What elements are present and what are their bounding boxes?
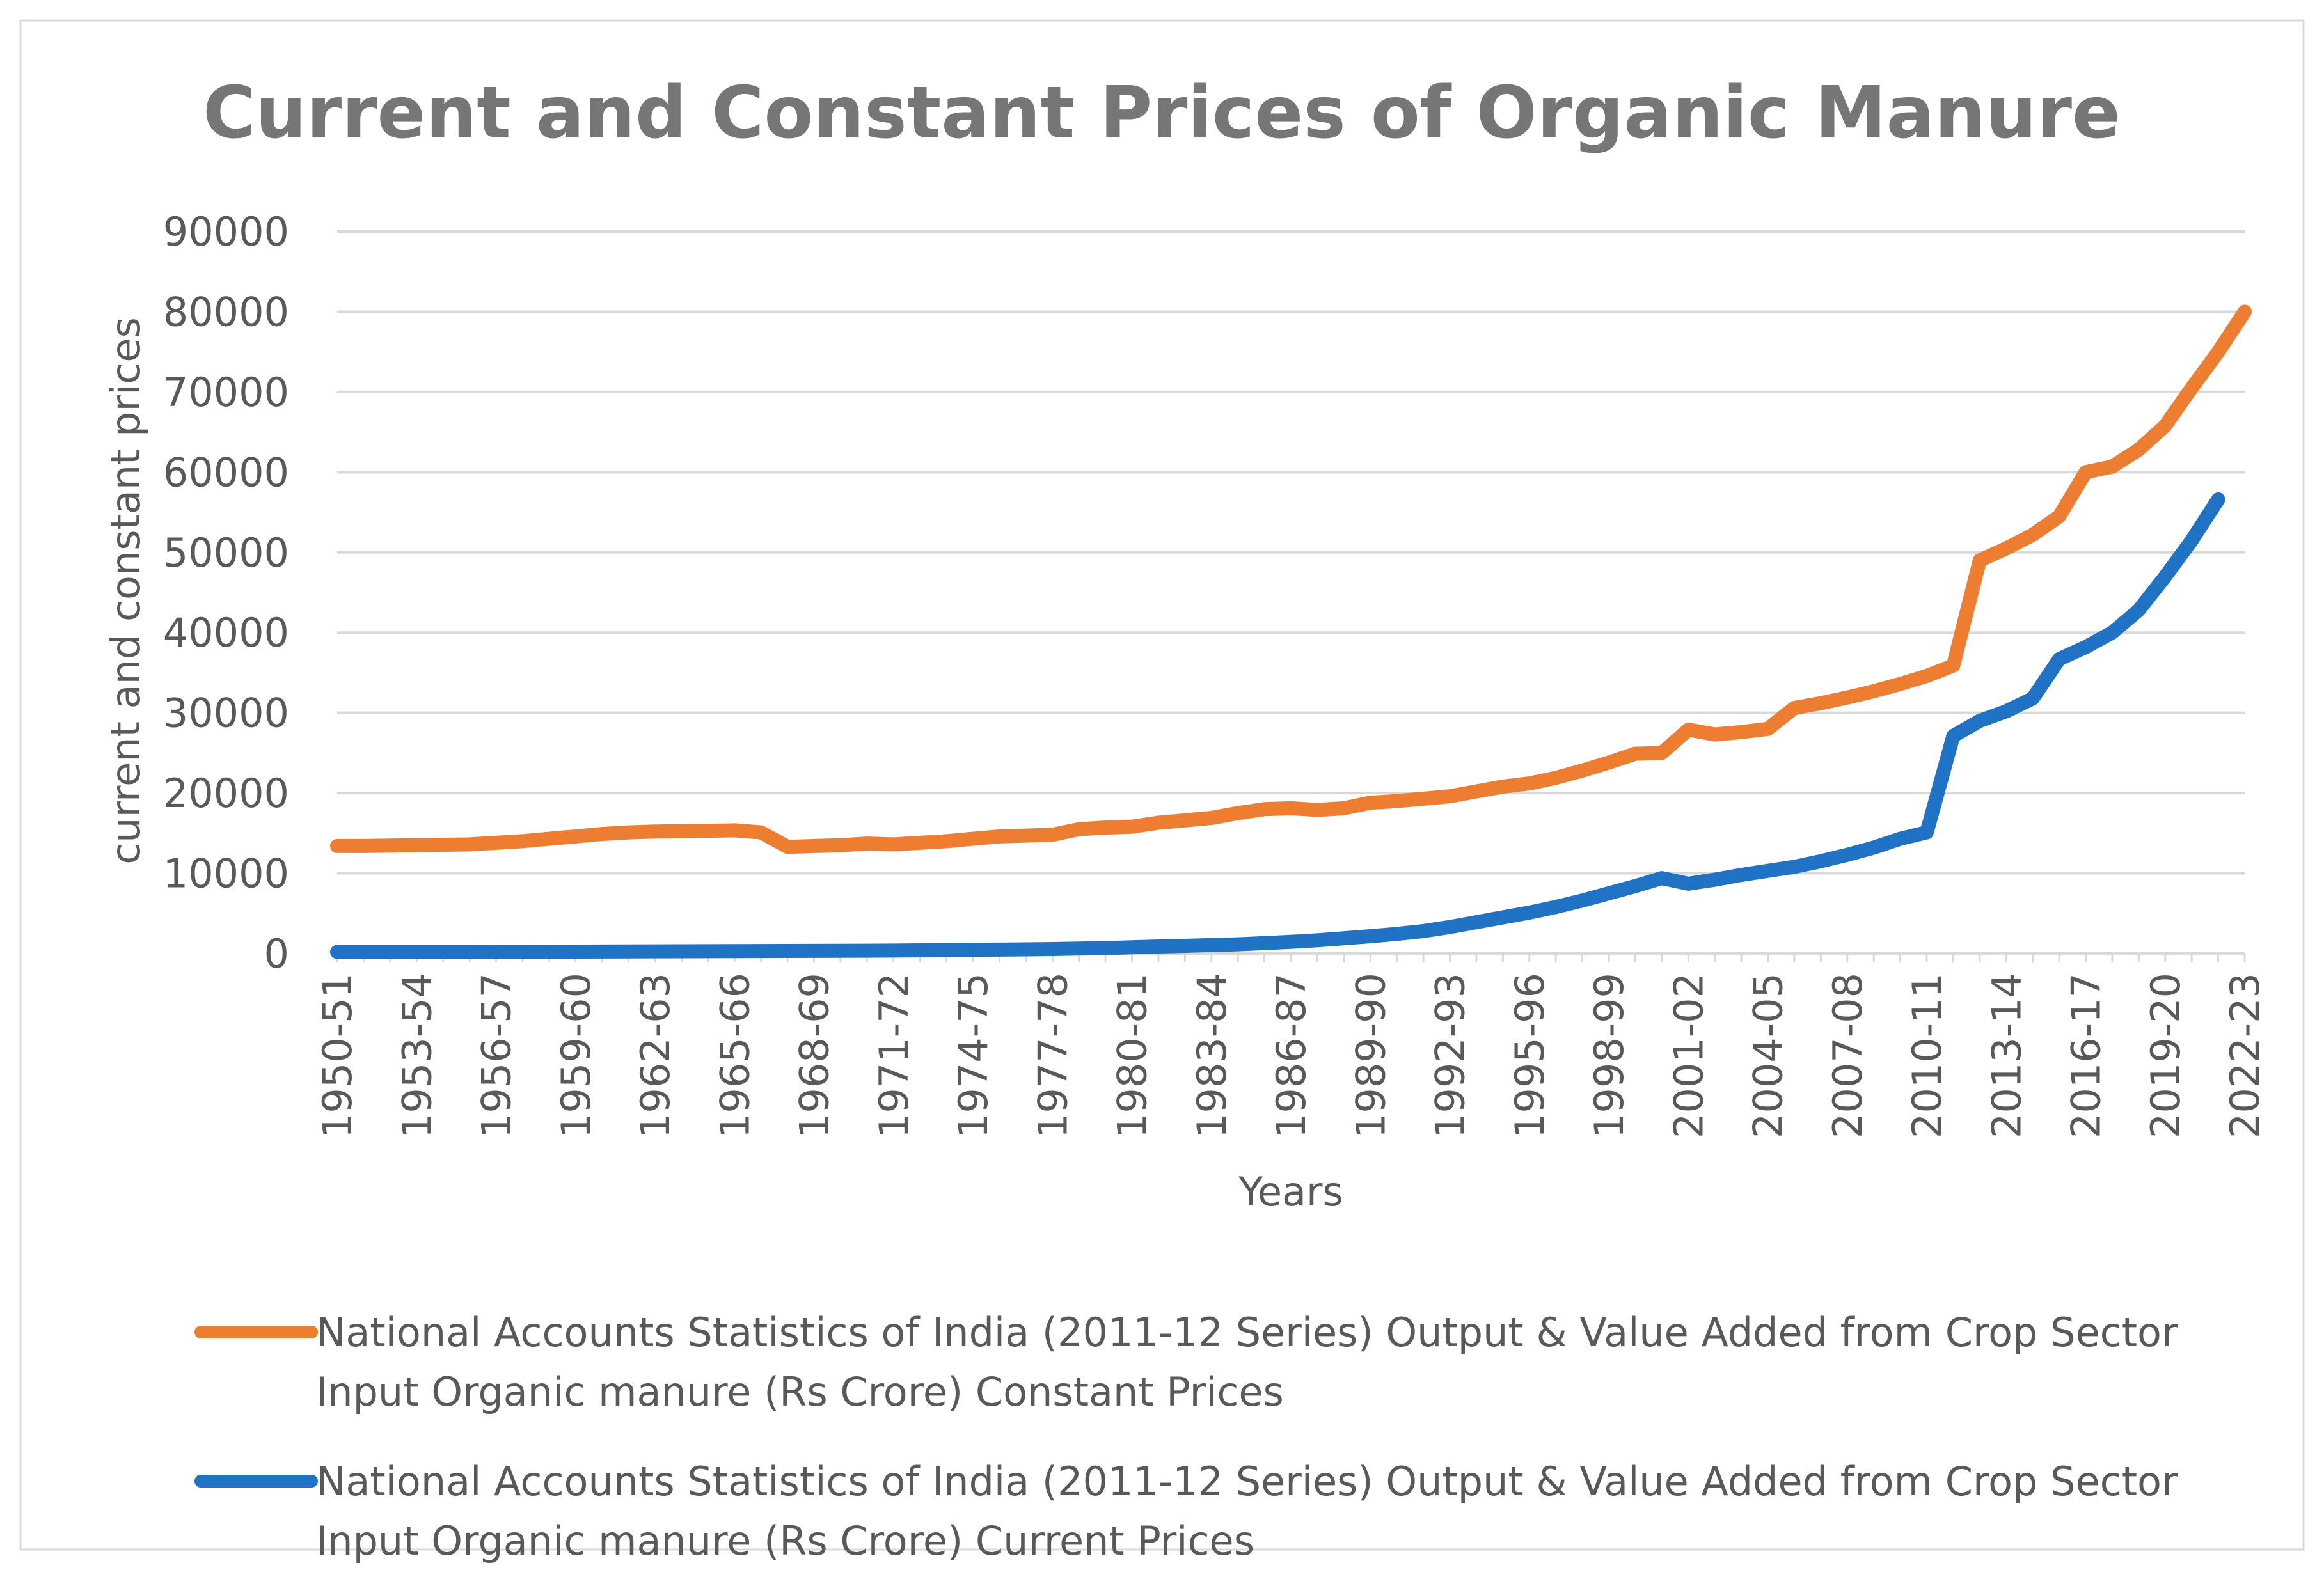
y-tick-label: 90000	[163, 208, 289, 255]
series-line-current-prices[interactable]	[330, 492, 2225, 959]
x-tick-label: 1971-72	[871, 973, 917, 1138]
y-tick-label: 20000	[163, 770, 289, 817]
x-tick-label: 2001-02	[1665, 973, 1712, 1138]
y-tick-label: 0	[264, 930, 289, 977]
x-tick-label: 1980-81	[1109, 973, 1156, 1138]
x-tick-label: 2019-20	[2142, 973, 2189, 1138]
x-axis-ticks: 1950-51 1953-54 1956-57 1959-60 1962-63 1965-…	[314, 954, 2268, 1138]
x-tick-label: 1968-69	[791, 973, 838, 1138]
y-tick-label: 10000	[163, 851, 289, 897]
x-tick-label: 1965-66	[711, 973, 758, 1138]
y-axis-label: current and constant prices	[102, 317, 149, 865]
legend-label-current-line1: National Accounts Statistics of India (2…	[316, 1458, 2178, 1505]
legend-label-constant-line1: National Accounts Statistics of India (2…	[316, 1309, 2178, 1356]
x-tick-label: 1983-84	[1189, 973, 1235, 1138]
x-tick-label: 1959-60	[553, 973, 599, 1138]
x-tick-label: 2004-05	[1745, 973, 1792, 1138]
y-tick-label: 60000	[163, 449, 289, 496]
y-axis-ticks: 0 10000 20000 30000 40000 50000 60000 70000 8000…	[163, 208, 289, 977]
legend: National Accounts Statistics of India (2…	[194, 1309, 2178, 1564]
legend-item-constant[interactable]: National Accounts Statistics of India (2…	[194, 1309, 2178, 1415]
x-tick-label: 1962-63	[632, 973, 679, 1138]
y-tick-label: 30000	[163, 690, 289, 737]
x-tick-label: 2010-11	[1904, 973, 1950, 1138]
x-tick-label: 1998-99	[1586, 973, 1632, 1138]
chart-border	[19, 19, 2305, 1551]
series-line-constant-prices[interactable]	[330, 304, 2252, 854]
x-tick-label: 2007-08	[1824, 973, 1871, 1138]
y-tick-label: 80000	[163, 288, 289, 335]
y-tick-label: 50000	[163, 530, 289, 576]
x-tick-label: 1995-96	[1506, 973, 1553, 1138]
x-tick-label: 2013-14	[1983, 973, 2030, 1138]
chart-title: Current and Constant Prices of Organic M…	[203, 72, 2121, 155]
x-tick-label: 2016-17	[2063, 973, 2110, 1138]
x-tick-label: 1956-57	[473, 973, 520, 1138]
x-tick-label: 1986-87	[1268, 973, 1315, 1138]
y-tick-label: 40000	[163, 609, 289, 656]
x-tick-label: 1953-54	[393, 973, 440, 1138]
x-tick-label: 1950-51	[314, 973, 361, 1138]
x-axis-label: Years	[1238, 1168, 1343, 1215]
x-tick-label: 1977-78	[1029, 973, 1076, 1138]
x-tick-label: 1974-75	[950, 973, 997, 1138]
y-tick-label: 70000	[163, 369, 289, 416]
x-tick-label: 1992-93	[1427, 973, 1474, 1138]
x-tick-label: 1989-90	[1347, 973, 1394, 1138]
legend-item-current[interactable]: National Accounts Statistics of India (2…	[194, 1458, 2178, 1564]
gridlines	[337, 230, 2245, 875]
legend-label-constant-line2: Input Organic manure (Rs Crore) Constant…	[316, 1369, 1284, 1415]
x-tick-label: 2022-23	[2222, 973, 2268, 1138]
legend-label-current-line2: Input Organic manure (Rs Crore) Current …	[316, 1518, 1254, 1564]
series-lines	[330, 304, 2252, 959]
